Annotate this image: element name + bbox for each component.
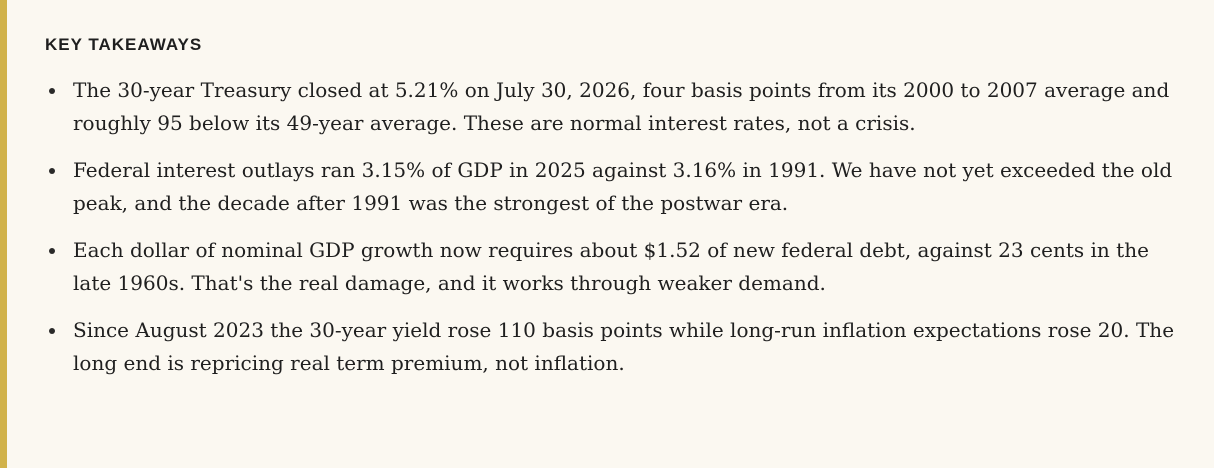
takeaway-item: Each dollar of nominal GDP growth now re… <box>45 234 1184 300</box>
key-takeaways-heading: KEY TAKEAWAYS <box>45 35 203 54</box>
takeaway-text: Each dollar of nominal GDP growth now re… <box>73 238 1149 295</box>
takeaway-item: Federal interest outlays ran 3.15% of GD… <box>45 154 1184 220</box>
takeaway-item: The 30-year Treasury closed at 5.21% on … <box>45 74 1184 140</box>
takeaway-text: Federal interest outlays ran 3.15% of GD… <box>73 158 1173 215</box>
bullet-icon <box>49 328 55 334</box>
takeaway-text: Since August 2023 the 30-year yield rose… <box>73 318 1175 375</box>
takeaway-item: Since August 2023 the 30-year yield rose… <box>45 314 1184 380</box>
takeaways-list: The 30-year Treasury closed at 5.21% on … <box>45 74 1184 380</box>
bullet-icon <box>49 88 55 94</box>
takeaway-text: The 30-year Treasury closed at 5.21% on … <box>73 78 1170 135</box>
bullet-icon <box>49 248 55 254</box>
bullet-icon <box>49 168 55 174</box>
